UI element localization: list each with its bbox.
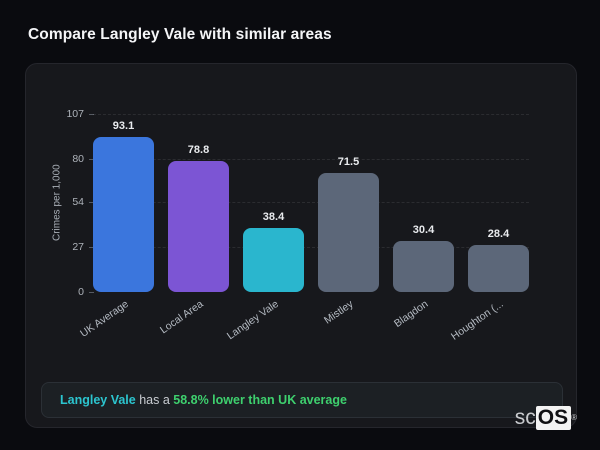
x-axis-category-label: Langley Vale — [224, 298, 281, 343]
y-tick-label: 27 — [72, 241, 84, 254]
x-axis-category-label: Mistley — [321, 298, 356, 327]
summary-stat: 58.8% lower than UK average — [173, 393, 347, 407]
y-tick-mark — [89, 114, 94, 115]
logo-prefix: sc — [514, 406, 536, 429]
y-tick-mark — [89, 292, 94, 293]
y-tick-label: 54 — [72, 196, 84, 209]
chart-card: Crimes per 1,000 0 27 54 80 107 93.1 UK Avera… — [25, 63, 577, 428]
bar-series: 93.1 UK Average 78.8 Local Area 38.4 Langley … — [78, 114, 529, 343]
plot-area: 93.1 UK Average 78.8 Local Area 38.4 Langley … — [78, 114, 529, 343]
bar-uk-average[interactable]: 93.1 UK Average — [78, 120, 154, 340]
registered-trademark-icon: ® — [571, 413, 577, 422]
bar-value-label: 28.4 — [487, 227, 510, 240]
bar-value-label: 38.4 — [262, 211, 285, 224]
bar-value-label: 93.1 — [112, 120, 135, 133]
bar-houghton[interactable]: 28.4 Houghton (... — [449, 228, 529, 343]
gridline — [93, 247, 529, 249]
gridline — [93, 158, 529, 160]
bar-value-label: 78.8 — [187, 143, 210, 156]
summary-banner: Langley Vale has a 58.8% lower than UK a… — [41, 382, 563, 418]
summary-text: Langley Vale has a 58.8% lower than UK a… — [60, 393, 347, 407]
bar-blagdon[interactable]: 30.4 Blagdon — [392, 224, 454, 330]
x-axis-category-label: UK Average — [77, 298, 131, 340]
y-tick-mark — [89, 202, 94, 204]
bar-langley-vale[interactable]: 38.4 Langley Vale — [224, 211, 304, 342]
page-title: Compare Langley Vale with similar areas — [28, 26, 332, 43]
y-tick-label: 80 — [72, 152, 84, 165]
x-axis-category-label: Houghton (... — [448, 298, 506, 343]
gridline — [93, 202, 529, 204]
summary-area-name: Langley Vale — [60, 393, 136, 407]
y-axis-ticks: 0 27 54 80 107 — [26, 108, 84, 298]
bar-value-label: 71.5 — [337, 156, 360, 169]
y-tick-mark — [89, 158, 94, 160]
y-tick-label: 0 — [78, 286, 84, 298]
y-tick-mark — [89, 247, 94, 249]
y-tick-label: 107 — [66, 108, 84, 120]
summary-connector: has a — [135, 393, 174, 407]
gridline — [93, 114, 529, 115]
y-axis-tick-marks — [89, 114, 94, 293]
logo-suffix: OS — [535, 406, 572, 430]
scos-logo: scOS ® — [515, 406, 577, 430]
bar-mistley[interactable]: 71.5 Mistley — [318, 156, 379, 327]
bar-local-area[interactable]: 78.8 Local Area — [158, 144, 229, 336]
x-axis-category-label: Local Area — [157, 298, 206, 337]
x-axis-category-label: Blagdon — [391, 298, 431, 330]
bar-value-label: 30.4 — [412, 224, 435, 237]
